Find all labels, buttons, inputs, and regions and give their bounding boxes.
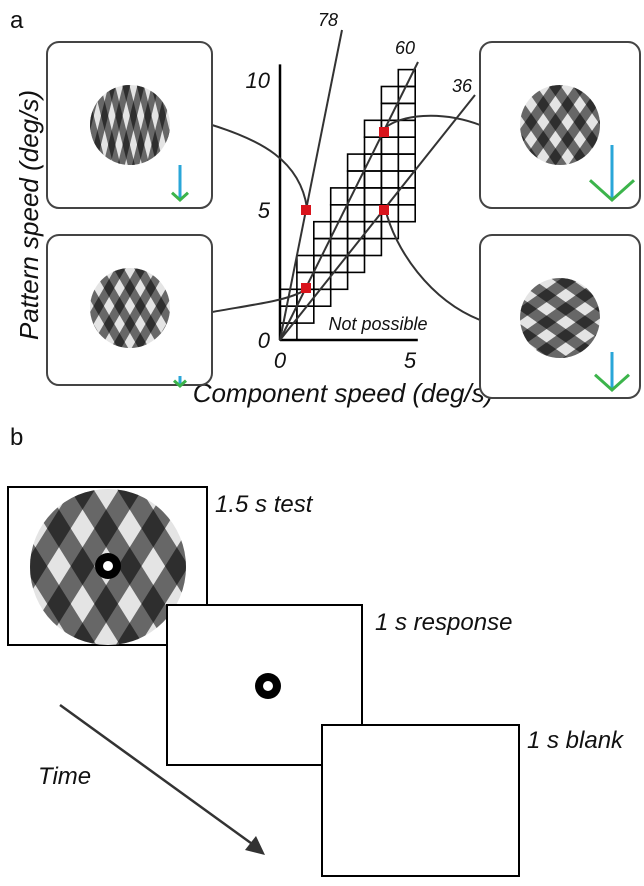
grid-cell [329,220,349,240]
connector [384,114,481,129]
time-arrow [59,703,256,848]
ray-label: 78 [318,10,338,30]
plaid-layer [90,268,170,348]
grid-cell [363,237,383,257]
grid-cell [346,153,366,172]
y-tick-label: 0 [258,328,271,353]
component-arrow [588,179,636,203]
grid-cell [397,119,416,139]
grid-cell [312,288,332,307]
y-axis-label: Pattern speed (deg/s) [14,90,44,340]
frame-label: 1.5 s test [215,491,314,518]
grid-cell [363,119,383,139]
grid-cell [363,204,383,223]
x-tick-label: 0 [274,348,287,373]
frame-label: 1 s response [375,609,512,636]
region-label: Not possible [328,314,427,334]
grid-cell [312,254,332,274]
fixation-center [103,561,113,571]
ray-label: 36 [452,76,473,96]
frame-label: 1 s blank [527,727,625,754]
component-arrow [593,373,631,393]
connector [211,287,308,313]
grid-cell [346,204,366,223]
grid-cell [296,254,315,274]
grid-cell [380,85,400,105]
ray [279,61,419,341]
grid-cell [329,271,349,291]
connector [384,207,481,321]
connector [211,124,308,209]
grid-cell [329,237,349,257]
plaid-layer [90,85,170,165]
grid-cell [397,153,416,172]
grid-cell [346,187,366,206]
grid-cell [329,187,349,206]
grid-cell [380,153,400,172]
grid-cell [397,136,416,155]
ray [279,29,343,341]
time-label: Time [38,763,91,790]
time-arrowhead [245,836,265,855]
stimulus-point [379,127,389,137]
panel-label: a [10,7,24,34]
grid-cell [346,254,366,274]
grid-cell [380,136,400,155]
grid-cell [363,187,383,206]
component-arrow [172,379,188,389]
component-arrow [170,191,190,203]
y-tick-label: 10 [246,68,271,93]
plaid-layer [520,85,600,165]
fixation-center [263,681,273,691]
frame [321,724,520,877]
stimulus-point [301,283,311,293]
ray [279,94,476,341]
grid-cell [397,187,416,206]
grid-cell [397,204,416,223]
x-axis-label: Component speed (deg/s) [193,378,494,408]
stimulus-point [301,205,311,215]
ray-label: 60 [395,38,415,58]
grid-cell [363,170,383,189]
x-tick-label: 5 [404,348,417,373]
panel-label: b [10,424,23,451]
grid-cell [380,170,400,189]
y-tick-label: 5 [258,198,271,223]
plaid-layer [520,278,600,358]
stimulus-point [379,205,389,215]
grid-cell [312,220,332,240]
